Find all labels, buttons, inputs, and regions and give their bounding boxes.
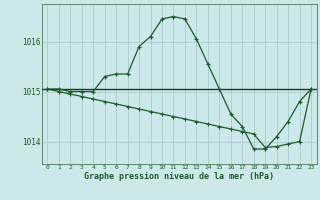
- X-axis label: Graphe pression niveau de la mer (hPa): Graphe pression niveau de la mer (hPa): [84, 172, 274, 181]
